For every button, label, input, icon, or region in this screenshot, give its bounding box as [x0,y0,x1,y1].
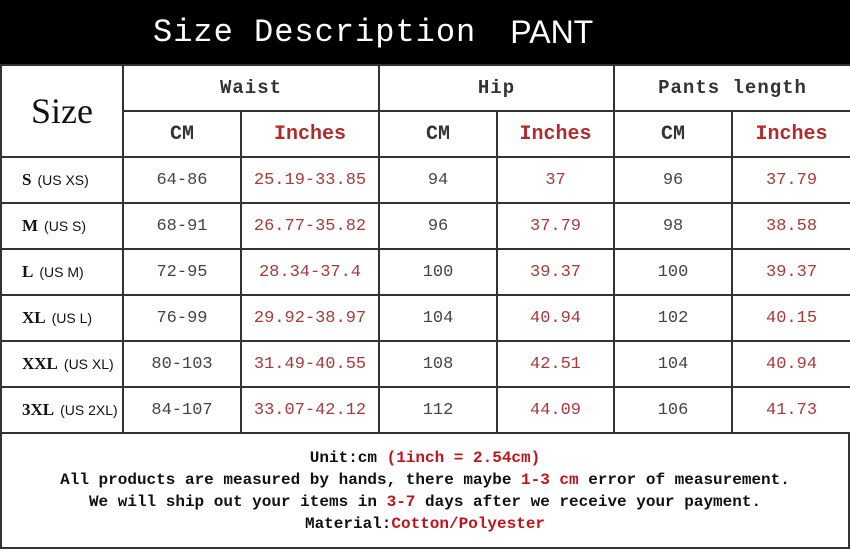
hip-cm-cell: 100 [378,248,499,296]
size-label: XXL [22,354,58,373]
page-subtitle: PANT [510,13,594,50]
waist-in-cell: 29.92-38.97 [239,294,381,342]
page-title: Size Description [153,13,477,51]
unit-conversion: (1inch = 2.54cm) [386,449,541,467]
len-cm-cell: 96 [613,156,734,204]
material-label: Material: [304,515,392,533]
len-cm-cell: 98 [613,202,734,250]
length-cm-header: CM [613,110,734,158]
size-label: L [22,262,34,281]
waist-cm-header: CM [122,110,242,158]
table-row: S (US XS) 64-86 25.19-33.85 94 37 96 37.79 [0,156,850,204]
waist-cm-cell: 84-107 [122,386,242,434]
len-in-cell: 40.15 [731,294,850,342]
pants-length-header: Pants length [613,64,850,112]
waist-cm-cell: 68-91 [122,202,242,250]
size-header: Size [0,64,124,158]
shipping-note: We will ship out your items in 3-7 days … [2,491,848,513]
waist-in-cell: 28.34-37.4 [239,248,381,296]
len-in-cell: 41.73 [731,386,850,434]
len-cm-cell: 104 [613,340,734,388]
measure-note: All products are measured by hands, ther… [2,469,848,491]
length-inches-header: Inches [731,110,850,158]
waist-cm-cell: 76-99 [122,294,242,342]
us-size-label: (US XL) [63,356,114,372]
size-cell: M (US S) [0,202,124,250]
len-in-cell: 39.37 [731,248,850,296]
unit-text: Unit:cm [309,449,387,467]
hip-in-cell: 37 [496,156,616,204]
us-size-label: (US XS) [37,172,89,188]
measure-text: All products are measured by hands, ther… [60,471,522,489]
hip-in-cell: 40.94 [496,294,616,342]
waist-in-cell: 33.07-42.12 [239,386,381,434]
hip-in-cell: 37.79 [496,202,616,250]
table-row: 3XL (US 2XL) 84-107 33.07-42.12 112 44.09 106 4… [0,386,850,434]
size-cell: 3XL (US 2XL) [0,386,124,434]
hip-header: Hip [378,64,616,112]
measure-error: 1-3 cm [521,471,579,489]
size-cell: XL (US L) [0,294,124,342]
unit-note: Unit:cm (1inch = 2.54cm) [2,447,848,469]
title-bar: Size Description PANT [0,0,850,64]
size-label: M [22,216,39,235]
shipping-days: 3-7 [386,493,416,511]
hip-cm-cell: 112 [378,386,499,434]
len-in-cell: 37.79 [731,156,850,204]
hip-cm-cell: 96 [378,202,499,250]
hip-cm-cell: 94 [378,156,499,204]
waist-cm-cell: 80-103 [122,340,242,388]
shipping-text-end: days after we receive your payment. [415,493,762,511]
len-in-cell: 38.58 [731,202,850,250]
hip-inches-header: Inches [496,110,616,158]
waist-in-cell: 31.49-40.55 [239,340,381,388]
len-cm-cell: 100 [613,248,734,296]
table-row: XXL (US XL) 80-103 31.49-40.55 108 42.51 104 40… [0,340,850,388]
waist-in-cell: 25.19-33.85 [239,156,381,204]
us-size-label: (US L) [51,310,93,326]
table-row: M (US S) 68-91 26.77-35.82 96 37.79 98 38.58 [0,202,850,250]
notes: Unit:cm (1inch = 2.54cm) All products ar… [0,434,850,549]
size-label: 3XL [22,400,55,419]
us-size-label: (US M) [39,264,84,280]
len-cm-cell: 106 [613,386,734,434]
waist-inches-header: Inches [239,110,381,158]
us-size-label: (US S) [44,218,87,234]
hip-in-cell: 39.37 [496,248,616,296]
len-in-cell: 40.94 [731,340,850,388]
size-label: S [22,170,32,189]
size-cell: XXL (US XL) [0,340,124,388]
size-label: XL [22,308,46,327]
len-cm-cell: 102 [613,294,734,342]
waist-cm-cell: 72-95 [122,248,242,296]
shipping-text: We will ship out your items in [88,493,387,511]
table-row: L (US M) 72-95 28.34-37.4 100 39.37 100 39.37 [0,248,850,296]
us-size-label: (US 2XL) [60,402,118,418]
waist-header: Waist [121,64,381,112]
size-table: Size Waist Hip Pants length CM Inches CM… [0,64,850,434]
size-cell: L (US M) [0,248,124,296]
hip-cm-cell: 108 [378,340,499,388]
size-cell: S (US XS) [0,156,124,204]
hip-cm-header: CM [378,110,499,158]
waist-cm-cell: 64-86 [122,156,242,204]
measure-text-end: error of measurement. [578,471,790,489]
material-value: Cotton/Polyester [391,515,546,533]
hip-cm-cell: 104 [378,294,499,342]
waist-in-cell: 26.77-35.82 [239,202,381,250]
hip-in-cell: 44.09 [496,386,616,434]
table-row: XL (US L) 76-99 29.92-38.97 104 40.94 102 40.15 [0,294,850,342]
material-note: Material:Cotton/Polyester [2,513,848,535]
hip-in-cell: 42.51 [496,340,616,388]
